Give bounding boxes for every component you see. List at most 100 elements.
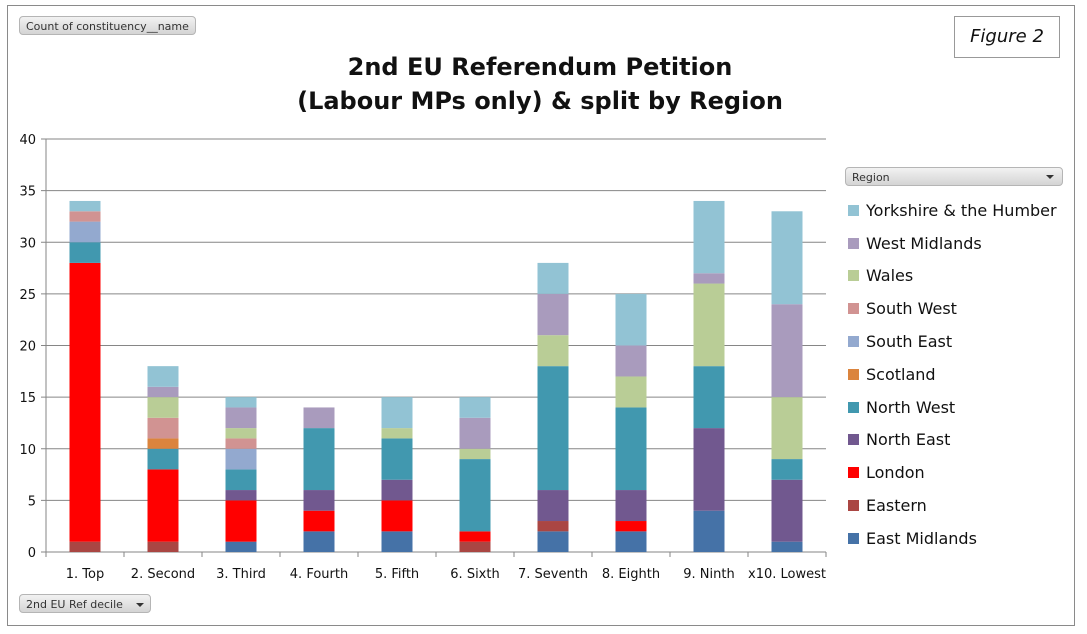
bar-segment-yorkshire-the-humber [459, 397, 491, 418]
legend-label: London [866, 463, 925, 483]
bar-segment-wales [225, 428, 257, 439]
legend-swatch [848, 237, 859, 249]
bar-segment-north-west [225, 469, 257, 491]
bar-segment-north-west [615, 407, 647, 491]
legend-label: Eastern [866, 496, 927, 516]
x-tick-label: 1. Top [66, 567, 104, 582]
bar-segment-yorkshire-the-humber [69, 200, 101, 212]
bar-segment-north-west [459, 459, 491, 532]
bar-segment-north-east [693, 428, 725, 511]
x-tick-label: 6. Sixth [450, 567, 499, 582]
bar-segment-north-west [771, 459, 803, 480]
bar-segment-north-west [147, 448, 179, 470]
bar-segment-north-east [615, 490, 647, 522]
bar-segment-north-west [537, 366, 569, 491]
legend-swatch [848, 204, 859, 216]
legend-item: Yorkshire & the Humber [848, 194, 1057, 227]
bar-segment-west-midlands [693, 273, 725, 284]
bar-segment-wales [537, 335, 569, 367]
legend-swatch [848, 368, 859, 380]
bar-segment-london [69, 262, 101, 542]
x-tick-label: x10. Lowest [748, 567, 826, 582]
bar-segment-wales [771, 397, 803, 460]
bar-segment-south-west [225, 438, 257, 449]
values-field-button[interactable]: Count of constituency__name [19, 16, 196, 35]
bar-segment-yorkshire-the-humber [381, 397, 413, 429]
bar-segment-south-west [147, 417, 179, 439]
bar-segment-wales [147, 397, 179, 418]
legend-swatch [848, 500, 859, 512]
bar-segment-london [459, 531, 491, 542]
bar-segment-london [147, 469, 179, 542]
legend-item: Eastern [848, 489, 1057, 522]
legend-label: East Midlands [866, 528, 977, 548]
bar-segment-north-east [537, 490, 569, 522]
bar-segment-east-midlands [771, 541, 803, 552]
y-tick-label: 35 [19, 185, 36, 200]
legend-label: North East [866, 430, 951, 450]
y-tick-label: 20 [19, 340, 36, 355]
bar-segment-west-midlands [615, 345, 647, 377]
figure-label: Figure 2 [954, 16, 1060, 58]
bar-segment-east-midlands [381, 531, 413, 552]
bar-segment-east-midlands [225, 541, 257, 552]
bar-segment-north-east [381, 479, 413, 501]
bar-segment-south-east [225, 448, 257, 470]
dropdown-arrow-icon [136, 603, 145, 607]
bar-segment-wales [615, 376, 647, 408]
bar-segment-eastern [69, 541, 101, 552]
legend-label: West Midlands [866, 233, 982, 253]
legend-item: South West [848, 292, 1057, 325]
bar-segment-west-midlands [303, 407, 335, 429]
bar-segment-east-midlands [693, 510, 725, 552]
bar-segment-west-midlands [459, 417, 491, 449]
chart-title-line1: 2nd EU Referendum Petition [347, 53, 733, 81]
legend-swatch [848, 303, 859, 315]
x-tick-label: 3. Third [216, 567, 266, 582]
y-tick-label: 5 [28, 494, 36, 509]
bar-segment-west-midlands [147, 386, 179, 398]
bar-segment-london [225, 500, 257, 542]
y-tick-label: 15 [19, 391, 36, 406]
bar-segment-yorkshire-the-humber [225, 397, 257, 408]
x-tick-label: 5. Fifth [375, 567, 419, 582]
x-tick-label: 8. Eighth [602, 567, 660, 582]
legend: Yorkshire & the Humber West Midlands Wales… [848, 194, 1057, 555]
legend-item: Scotland [848, 358, 1057, 391]
bar-segment-west-midlands [537, 293, 569, 336]
bar-segment-west-midlands [771, 304, 803, 398]
bar-segment-yorkshire-the-humber [147, 366, 179, 387]
axis-field-button[interactable]: 2nd EU Ref decile [19, 594, 152, 613]
y-tick-label: 10 [19, 443, 36, 458]
bar-segment-south-east [69, 221, 101, 243]
bar-segment-wales [693, 283, 725, 367]
bar-segment-scotland [147, 438, 179, 449]
legend-field-label: Region [852, 171, 890, 184]
bar-segment-east-midlands [537, 531, 569, 552]
bar-segment-east-midlands [615, 531, 647, 552]
bar-segment-yorkshire-the-humber [771, 211, 803, 305]
bar-segment-yorkshire-the-humber [615, 293, 647, 346]
legend-label: South East [866, 332, 953, 352]
bar-segment-london [381, 500, 413, 532]
x-tick-label: 2. Second [131, 567, 195, 582]
legend-field-button[interactable]: Region [845, 167, 1063, 186]
bar-segment-yorkshire-the-humber [693, 200, 725, 274]
y-tick-label: 0 [28, 546, 36, 561]
bar-segment-north-west [381, 438, 413, 480]
dropdown-arrow-icon [1046, 175, 1054, 179]
bar-segment-london [615, 521, 647, 532]
x-tick-label: 9. Ninth [683, 567, 734, 582]
chart-title: 2nd EU Referendum Petition (Labour MPs o… [240, 50, 840, 118]
legend-item: London [848, 456, 1057, 489]
legend-swatch [848, 467, 859, 479]
bar-segment-north-east [771, 479, 803, 542]
y-tick-label: 30 [19, 236, 36, 251]
legend-label: North West [866, 397, 956, 417]
legend-item: Wales [848, 260, 1057, 293]
legend-label: Yorkshire & the Humber [866, 200, 1057, 220]
legend-swatch [848, 401, 859, 413]
bar-segment-eastern [459, 541, 491, 552]
legend-swatch [848, 336, 859, 348]
axis-field-label: 2nd EU Ref decile [26, 598, 123, 611]
